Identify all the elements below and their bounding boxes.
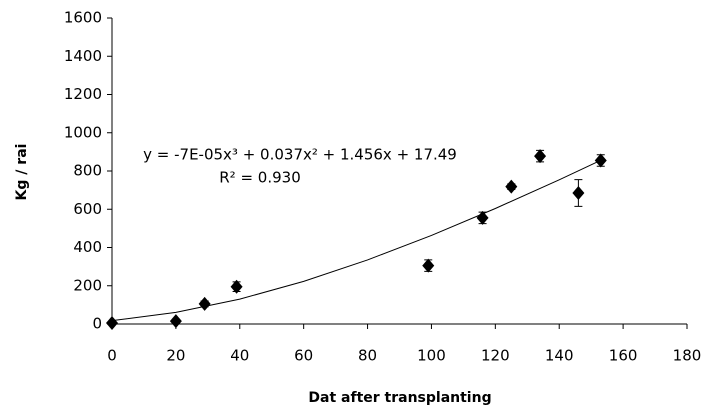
y-tick-label: 600 (73, 200, 102, 218)
x-tick-label: 100 (417, 347, 446, 365)
y-tick-label: 1600 (64, 9, 102, 27)
point (199, 297, 211, 311)
equation: y = -7E-05x³ + 0.037x² + 1.456x + 17.49 (143, 146, 457, 164)
x-tick-label: 140 (545, 347, 574, 365)
point (422, 259, 434, 273)
point (170, 314, 182, 328)
point (595, 153, 607, 167)
y-tick-label: 800 (73, 162, 102, 180)
y-tick-label: 1000 (64, 123, 102, 141)
point (572, 186, 584, 200)
y-tick-label: 400 (73, 238, 102, 256)
y-tick-label: 1200 (64, 85, 102, 103)
x-tick-label: 80 (358, 347, 377, 365)
r-squared: R² = 0.930 (219, 169, 300, 187)
point (534, 149, 546, 163)
point (505, 180, 517, 194)
x-tick-label: 160 (609, 347, 638, 365)
point (231, 280, 243, 294)
x-axis-title: Dat after transplanting (308, 390, 491, 406)
x-tick-label: 20 (166, 347, 185, 365)
trendline (112, 160, 601, 320)
y-tick-label: 1400 (64, 47, 102, 65)
x-tick-label: 120 (481, 347, 510, 365)
y-tick-label: 200 (73, 276, 102, 294)
x-tick-label: 40 (230, 347, 249, 365)
chart: y = -7E-05x³ + 0.037x² + 1.456x + 17.49 … (0, 0, 717, 412)
point (106, 316, 118, 330)
y-axis-title: Kg / rai (14, 144, 30, 201)
y-tick-label: 0 (92, 315, 102, 333)
x-tick-label: 180 (673, 347, 702, 365)
x-tick-label: 60 (294, 347, 313, 365)
point (477, 211, 489, 225)
x-tick-label: 0 (107, 347, 117, 365)
